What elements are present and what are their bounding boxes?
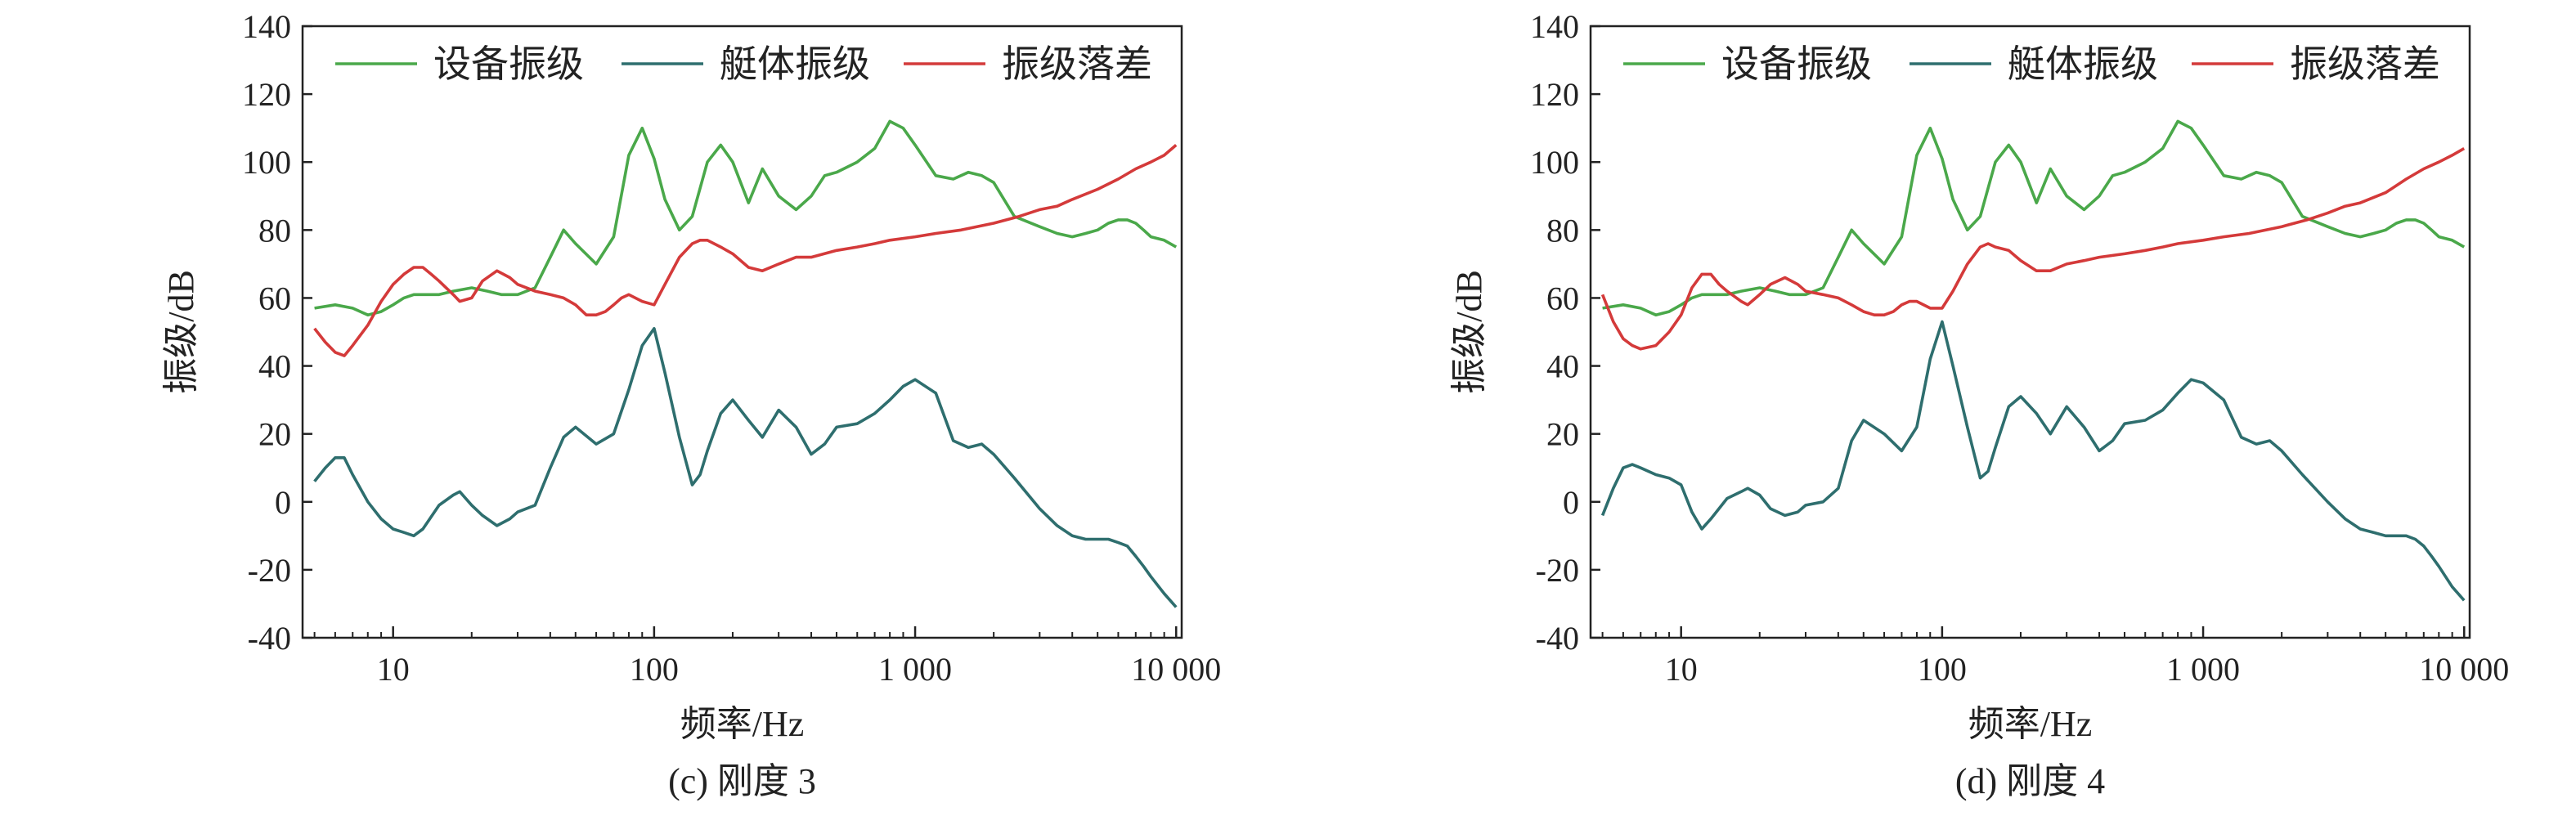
plot-frame [301, 25, 1183, 639]
chart-svg-d: -40 -20 0 20 40 60 80 100 120 140 10 100 1 000 10 000… [1449, 8, 2509, 801]
series-line-hull [1600, 320, 2466, 602]
x-tick-label: 10 000 [2419, 651, 2509, 688]
y-tick-label: 140 [242, 8, 291, 45]
y-tick-label: 100 [1530, 144, 1579, 181]
y-tick-label: 0 [1563, 484, 1579, 521]
legend-label: 设备振级 [1721, 42, 1872, 86]
y-axis-label: 振级/dB [161, 270, 201, 394]
y-tick-label: 80 [1546, 212, 1579, 249]
y-tick-label: -20 [248, 552, 291, 589]
y-tick-label: 120 [1530, 76, 1579, 113]
y-tick-label: 60 [258, 280, 291, 316]
x-tick-label: 1 000 [878, 651, 952, 688]
figure-caption: (c) 刚度 3 [668, 761, 816, 801]
x-tick-label: 100 [1918, 651, 1967, 688]
x-tick-label: 10 [377, 651, 410, 688]
legend-label: 艇体振级 [2008, 42, 2158, 86]
y-tick-label: 40 [1546, 348, 1579, 385]
y-tick-label: 100 [242, 144, 291, 181]
y-tick-label: 60 [1546, 280, 1579, 316]
y-tick-label: 20 [258, 416, 291, 453]
legend-label: 振级落差 [1002, 42, 1152, 86]
chart-svg-c: -40 -20 0 20 40 60 80 100 120 140 10 100 1 000 10 000… [161, 8, 1221, 801]
plot-frame [1589, 25, 2471, 639]
series-line-hull [313, 326, 1178, 608]
x-axis-label: 频率/Hz [680, 704, 805, 744]
series-line-drop [313, 144, 1178, 357]
x-tick-label: 100 [630, 651, 679, 688]
y-tick-label: -20 [1536, 552, 1579, 589]
x-tick-label: 10 [1665, 651, 1698, 688]
figure-caption: (d) 刚度 4 [1955, 761, 2105, 801]
series-line-drop [1600, 147, 2466, 351]
legend-label: 振级落差 [2290, 42, 2440, 86]
y-axis-label: 振级/dB [1449, 270, 1489, 394]
x-axis-label: 频率/Hz [1968, 704, 2093, 744]
x-tick-label: 1 000 [2166, 651, 2240, 688]
x-tick-label: 10 000 [1131, 651, 1221, 688]
y-tick-label: 0 [275, 484, 291, 521]
y-tick-label: 140 [1530, 8, 1579, 45]
series-line-equipment [1602, 119, 2466, 317]
series-line-equipment [314, 119, 1178, 317]
legend-label: 艇体振级 [720, 42, 870, 86]
y-tick-label: -40 [248, 620, 291, 657]
y-tick-label: 40 [258, 348, 291, 385]
chart-panel-d: -40 -20 0 20 40 60 80 100 120 140 10 100 1 000 10 000… [1288, 0, 2576, 816]
chart-panel-c: -40 -20 0 20 40 60 80 100 120 140 10 100 1 000 10 000… [161, 8, 1221, 801]
y-tick-label: 80 [258, 212, 291, 249]
legend-label: 设备振级 [433, 42, 584, 86]
y-tick-label: 120 [242, 76, 291, 113]
y-tick-label: -40 [1536, 620, 1579, 657]
y-tick-label: 20 [1546, 416, 1579, 453]
